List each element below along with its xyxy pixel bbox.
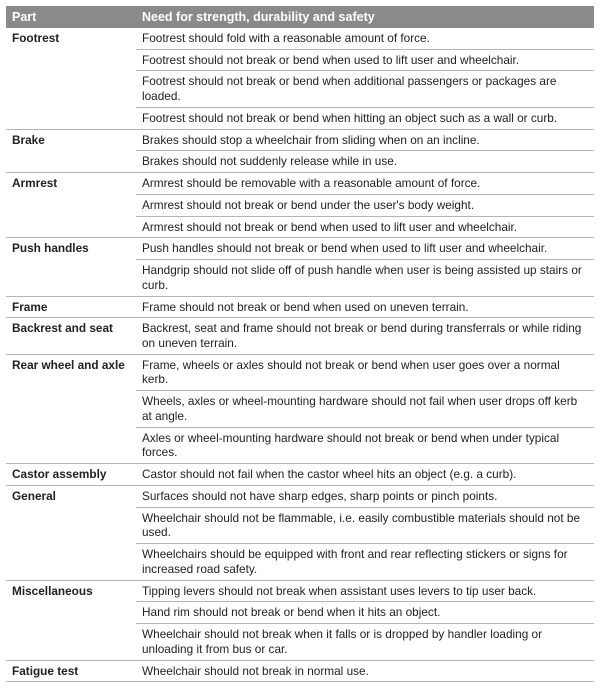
- cell-need: Surfaces should not have sharp edges, sh…: [136, 485, 594, 507]
- cell-part: Castor assembly: [6, 464, 136, 486]
- table-row: Footrest should not break or bend when a…: [6, 71, 594, 107]
- cell-need: Wheelchairs should be equipped with fron…: [136, 544, 594, 580]
- cell-need: Wheelchair should not be flammable, i.e.…: [136, 507, 594, 543]
- table-row: FrameFrame should not break or bend when…: [6, 296, 594, 318]
- cell-need: Armrest should be removable with a reaso…: [136, 173, 594, 195]
- cell-need: Hand rim should not break or bend when i…: [136, 602, 594, 624]
- cell-part: [6, 71, 136, 107]
- table-row: ArmrestArmrest should be removable with …: [6, 173, 594, 195]
- col-header-need: Need for strength, durability and safety: [136, 6, 594, 28]
- table-row: BrakeBrakes should stop a wheelchair fro…: [6, 129, 594, 151]
- cell-part: [6, 391, 136, 427]
- cell-need: Footrest should not break or bend when u…: [136, 49, 594, 71]
- cell-need: Wheelchair should not break in normal us…: [136, 660, 594, 682]
- table-row: MiscellaneousTipping levers should not b…: [6, 580, 594, 602]
- cell-part: Push handles: [6, 238, 136, 260]
- cell-part: [6, 427, 136, 463]
- table-row: Wheelchair should not be flammable, i.e.…: [6, 507, 594, 543]
- cell-part: [6, 544, 136, 580]
- cell-need: Tipping levers should not break when ass…: [136, 580, 594, 602]
- cell-need: Backrest, seat and frame should not brea…: [136, 318, 594, 354]
- cell-part: Rear wheel and axle: [6, 354, 136, 390]
- table-row: Footrest should not break or bend when u…: [6, 49, 594, 71]
- cell-need: Brakes should stop a wheelchair from sli…: [136, 129, 594, 151]
- cell-need: Handgrip should not slide off of push ha…: [136, 260, 594, 296]
- cell-part: Miscellaneous: [6, 580, 136, 602]
- cell-need: Push handles should not break or bend wh…: [136, 238, 594, 260]
- cell-need: Armrest should not break or bend when us…: [136, 216, 594, 238]
- cell-need: Armrest should not break or bend under t…: [136, 194, 594, 216]
- cell-need: Castor should not fail when the castor w…: [136, 464, 594, 486]
- cell-part: General: [6, 485, 136, 507]
- cell-need: Wheelchair should not break when it fall…: [136, 624, 594, 660]
- cell-need: Axles or wheel-mounting hardware should …: [136, 427, 594, 463]
- cell-part: Armrest: [6, 173, 136, 195]
- cell-part: [6, 260, 136, 296]
- cell-need: Footrest should not break or bend when a…: [136, 71, 594, 107]
- cell-need: Wheels, axles or wheel-mounting hardware…: [136, 391, 594, 427]
- cell-part: [6, 624, 136, 660]
- table-row: Backrest and seatBackrest, seat and fram…: [6, 318, 594, 354]
- cell-part: [6, 151, 136, 173]
- table-row: Hand rim should not break or bend when i…: [6, 602, 594, 624]
- cell-part: Brake: [6, 129, 136, 151]
- table-row: Wheelchair should not break when it fall…: [6, 624, 594, 660]
- cell-part: [6, 194, 136, 216]
- cell-part: Frame: [6, 296, 136, 318]
- cell-part: [6, 216, 136, 238]
- table-row: Axles or wheel-mounting hardware should …: [6, 427, 594, 463]
- cell-part: [6, 602, 136, 624]
- cell-part: [6, 507, 136, 543]
- table-body: FootrestFootrest should fold with a reas…: [6, 28, 594, 682]
- cell-need: Footrest should fold with a reasonable a…: [136, 28, 594, 49]
- cell-need: Frame should not break or bend when used…: [136, 296, 594, 318]
- table-row: Footrest should not break or bend when h…: [6, 107, 594, 129]
- table-row: Castor assemblyCastor should not fail wh…: [6, 464, 594, 486]
- cell-part: Fatigue test: [6, 660, 136, 682]
- col-header-part: Part: [6, 6, 136, 28]
- table-row: Armrest should not break or bend when us…: [6, 216, 594, 238]
- requirements-table: Part Need for strength, durability and s…: [6, 6, 594, 682]
- cell-need: Footrest should not break or bend when h…: [136, 107, 594, 129]
- table-row: Brakes should not suddenly release while…: [6, 151, 594, 173]
- cell-part: Footrest: [6, 28, 136, 49]
- table-row: Fatigue testWheelchair should not break …: [6, 660, 594, 682]
- table-row: Handgrip should not slide off of push ha…: [6, 260, 594, 296]
- table-row: GeneralSurfaces should not have sharp ed…: [6, 485, 594, 507]
- table-row: Armrest should not break or bend under t…: [6, 194, 594, 216]
- table-row: Wheelchairs should be equipped with fron…: [6, 544, 594, 580]
- table-row: FootrestFootrest should fold with a reas…: [6, 28, 594, 49]
- table-header-row: Part Need for strength, durability and s…: [6, 6, 594, 28]
- cell-part: Backrest and seat: [6, 318, 136, 354]
- table-row: Rear wheel and axleFrame, wheels or axle…: [6, 354, 594, 390]
- cell-part: [6, 49, 136, 71]
- cell-need: Brakes should not suddenly release while…: [136, 151, 594, 173]
- table-row: Push handlesPush handles should not brea…: [6, 238, 594, 260]
- cell-need: Frame, wheels or axles should not break …: [136, 354, 594, 390]
- table-row: Wheels, axles or wheel-mounting hardware…: [6, 391, 594, 427]
- cell-part: [6, 107, 136, 129]
